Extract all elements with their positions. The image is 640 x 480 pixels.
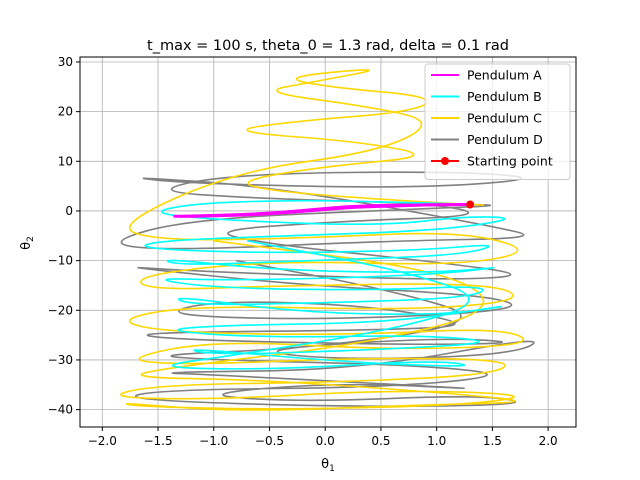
y-tick-label: 20 [58, 105, 73, 119]
legend-entry-pendulum-c: Pendulum C [431, 111, 542, 126]
legend-marker-starting-point [441, 157, 449, 165]
legend-label-pendulum-a: Pendulum A [467, 68, 542, 83]
x-tick-label: 1.0 [427, 434, 446, 448]
y-axis-label: θ2 [19, 236, 36, 250]
legend-entry-starting-point: Starting point [431, 154, 553, 169]
x-axis-label: θ1 [321, 457, 335, 474]
starting-point-group [466, 200, 475, 209]
y-tick-label: 30 [58, 55, 73, 69]
legend-label-pendulum-b: Pendulum B [467, 89, 542, 104]
y-tick-label: 10 [58, 154, 73, 168]
legend-label-pendulum-d: Pendulum D [467, 132, 543, 147]
legend-label-pendulum-c: Pendulum C [467, 111, 542, 126]
legend-entry-pendulum-a: Pendulum A [431, 68, 542, 83]
y-axis-ticks: −40 −30 −20 −10 0 10 20 30 [48, 55, 80, 417]
x-tick-label: −2.0 [88, 434, 117, 448]
y-axis-label-main: θ [19, 242, 34, 250]
series-line-pendulum-c [120, 69, 525, 411]
x-axis-label-subscript: 1 [329, 464, 335, 474]
x-tick-label: 0.5 [371, 434, 390, 448]
legend-entry-pendulum-d: Pendulum D [431, 132, 543, 147]
x-tick-label: −1.5 [143, 434, 172, 448]
series-line-pendulum-a [173, 203, 472, 218]
legend-entries: Pendulum A Pendulum B Pendulum C Pendulum D… [431, 68, 553, 169]
legend-box [424, 63, 571, 180]
x-axis-label-main: θ [321, 457, 329, 472]
x-tick-label: −1.0 [199, 434, 228, 448]
starting-point-marker [466, 200, 475, 209]
x-tick-label: −0.5 [255, 434, 284, 448]
x-tick-label: 2.0 [539, 434, 558, 448]
legend-label-starting-point: Starting point [467, 154, 553, 169]
y-axis-label-subscript: 2 [26, 236, 36, 242]
chart-title: t_max = 100 s, theta_0 = 1.3 rad, delta … [147, 38, 509, 54]
series-line-pendulum-b [144, 199, 506, 370]
series-group [120, 69, 535, 411]
y-tick-label: −10 [48, 254, 73, 268]
y-tick-label: 0 [65, 204, 73, 218]
x-axis-ticks: −2.0 −1.5 −1.0 −0.5 0.0 0.5 1.0 1.5 2.0 [88, 427, 558, 448]
y-tick-label: −20 [48, 303, 73, 317]
legend-entry-pendulum-b: Pendulum B [431, 89, 542, 104]
y-tick-label: −40 [48, 403, 73, 417]
plot-frame [79, 56, 577, 428]
legend: Pendulum A Pendulum B Pendulum C Pendulum D… [424, 63, 571, 180]
x-tick-label: 0.0 [316, 434, 335, 448]
x-tick-label: 1.5 [483, 434, 502, 448]
y-tick-label: −30 [48, 353, 73, 367]
